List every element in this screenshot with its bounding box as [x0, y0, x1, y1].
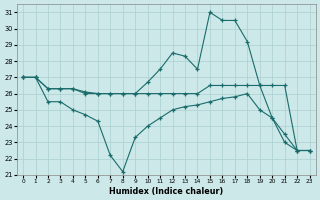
- X-axis label: Humidex (Indice chaleur): Humidex (Indice chaleur): [109, 187, 223, 196]
